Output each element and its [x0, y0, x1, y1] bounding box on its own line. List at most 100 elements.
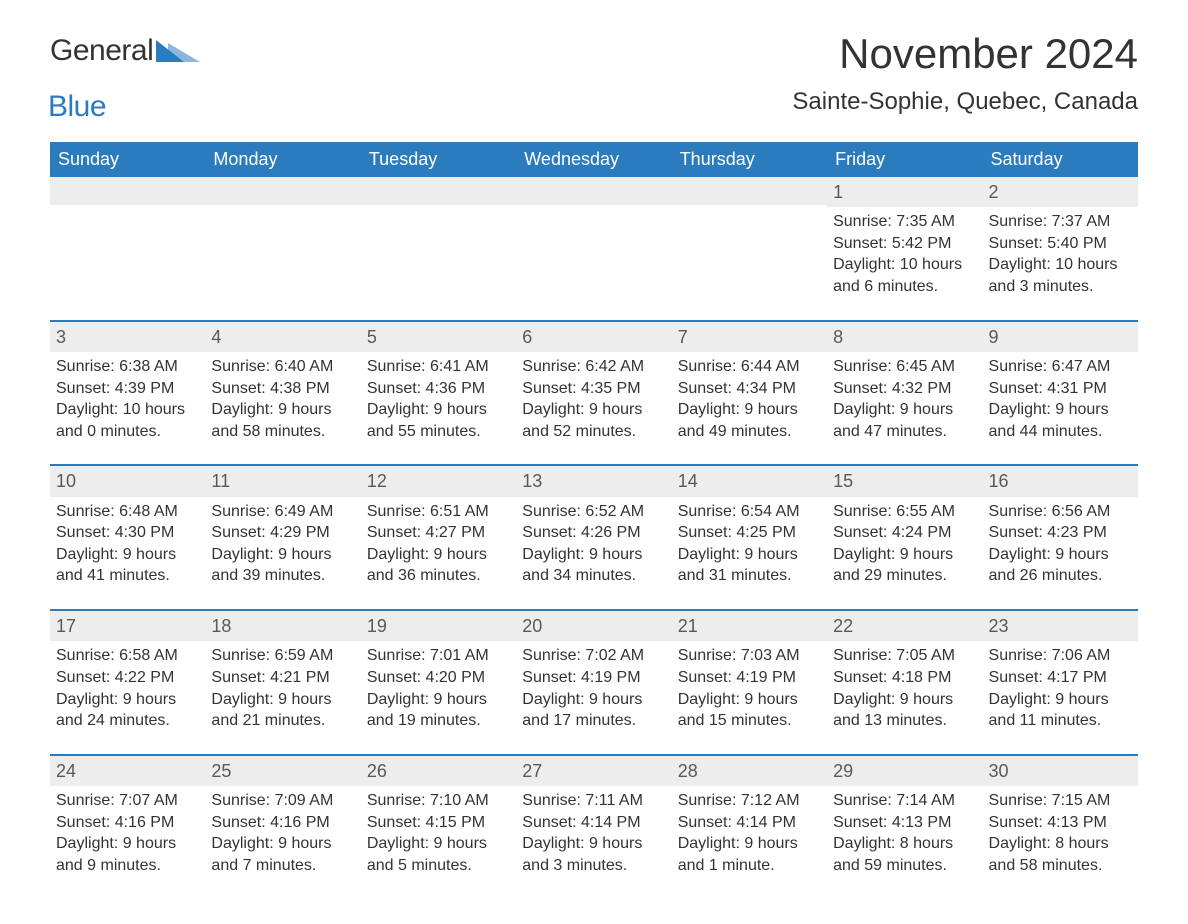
- daylight-line: Daylight: 9 hours: [56, 544, 199, 566]
- sunset-line: Sunset: 4:38 PM: [211, 378, 354, 400]
- page-subtitle: Sainte-Sophie, Quebec, Canada: [792, 88, 1138, 116]
- dow-thursday: Thursday: [672, 142, 827, 177]
- sunrise-line: Sunrise: 7:06 AM: [989, 645, 1132, 667]
- daylight-line: Daylight: 9 hours: [522, 833, 665, 855]
- sunset-line: Sunset: 4:30 PM: [56, 522, 199, 544]
- sunrise-line: Sunrise: 6:44 AM: [678, 356, 821, 378]
- dow-saturday: Saturday: [983, 142, 1138, 177]
- daylight-line: and 24 minutes.: [56, 710, 199, 732]
- daylight-line: Daylight: 10 hours: [989, 254, 1132, 276]
- calendar-day: 22Sunrise: 7:05 AMSunset: 4:18 PMDayligh…: [827, 611, 982, 740]
- day-number: 24: [50, 756, 205, 786]
- daylight-line: and 52 minutes.: [522, 421, 665, 443]
- calendar-day: 7Sunrise: 6:44 AMSunset: 4:34 PMDaylight…: [672, 322, 827, 451]
- day-number: [205, 177, 360, 205]
- calendar-day: [50, 177, 205, 306]
- daylight-line: Daylight: 9 hours: [833, 689, 976, 711]
- day-number: 5: [361, 322, 516, 352]
- daylight-line: and 3 minutes.: [522, 855, 665, 877]
- dow-wednesday: Wednesday: [516, 142, 671, 177]
- calendar-day: 4Sunrise: 6:40 AMSunset: 4:38 PMDaylight…: [205, 322, 360, 451]
- calendar-day: 8Sunrise: 6:45 AMSunset: 4:32 PMDaylight…: [827, 322, 982, 451]
- sunrise-line: Sunrise: 7:15 AM: [989, 790, 1132, 812]
- sunset-line: Sunset: 4:35 PM: [522, 378, 665, 400]
- daylight-line: and 11 minutes.: [989, 710, 1132, 732]
- daylight-line: and 58 minutes.: [989, 855, 1132, 877]
- sunset-line: Sunset: 4:13 PM: [989, 812, 1132, 834]
- daylight-line: and 47 minutes.: [833, 421, 976, 443]
- calendar-day: 11Sunrise: 6:49 AMSunset: 4:29 PMDayligh…: [205, 466, 360, 595]
- calendar-day: [361, 177, 516, 306]
- sunrise-line: Sunrise: 7:09 AM: [211, 790, 354, 812]
- dow-row: Sunday Monday Tuesday Wednesday Thursday…: [50, 142, 1138, 177]
- daylight-line: Daylight: 9 hours: [367, 833, 510, 855]
- sunset-line: Sunset: 4:27 PM: [367, 522, 510, 544]
- day-number: [516, 177, 671, 205]
- day-number: 29: [827, 756, 982, 786]
- daylight-line: and 9 minutes.: [56, 855, 199, 877]
- daylight-line: Daylight: 9 hours: [211, 544, 354, 566]
- sunrise-line: Sunrise: 7:02 AM: [522, 645, 665, 667]
- daylight-line: and 59 minutes.: [833, 855, 976, 877]
- calendar-day: 14Sunrise: 6:54 AMSunset: 4:25 PMDayligh…: [672, 466, 827, 595]
- calendar-day: [516, 177, 671, 306]
- day-number: 27: [516, 756, 671, 786]
- daylight-line: and 26 minutes.: [989, 565, 1132, 587]
- dow-sunday: Sunday: [50, 142, 205, 177]
- sunset-line: Sunset: 5:42 PM: [833, 233, 976, 255]
- dow-tuesday: Tuesday: [361, 142, 516, 177]
- logo-text-blue: Blue: [48, 90, 153, 124]
- daylight-line: and 58 minutes.: [211, 421, 354, 443]
- sunrise-line: Sunrise: 6:55 AM: [833, 501, 976, 523]
- daylight-line: and 17 minutes.: [522, 710, 665, 732]
- calendar-day: 27Sunrise: 7:11 AMSunset: 4:14 PMDayligh…: [516, 756, 671, 885]
- logo-triangle-icon: [156, 40, 200, 64]
- calendar-day: 25Sunrise: 7:09 AMSunset: 4:16 PMDayligh…: [205, 756, 360, 885]
- calendar-day: 19Sunrise: 7:01 AMSunset: 4:20 PMDayligh…: [361, 611, 516, 740]
- calendar-week: 17Sunrise: 6:58 AMSunset: 4:22 PMDayligh…: [50, 609, 1138, 740]
- sunset-line: Sunset: 4:22 PM: [56, 667, 199, 689]
- daylight-line: Daylight: 9 hours: [56, 833, 199, 855]
- calendar-day: 24Sunrise: 7:07 AMSunset: 4:16 PMDayligh…: [50, 756, 205, 885]
- daylight-line: Daylight: 9 hours: [211, 689, 354, 711]
- logo: General Blue: [50, 30, 200, 124]
- calendar-day: [205, 177, 360, 306]
- daylight-line: and 55 minutes.: [367, 421, 510, 443]
- calendar-week: 24Sunrise: 7:07 AMSunset: 4:16 PMDayligh…: [50, 754, 1138, 885]
- calendar-day: 17Sunrise: 6:58 AMSunset: 4:22 PMDayligh…: [50, 611, 205, 740]
- calendar-day: 3Sunrise: 6:38 AMSunset: 4:39 PMDaylight…: [50, 322, 205, 451]
- calendar-day: 6Sunrise: 6:42 AMSunset: 4:35 PMDaylight…: [516, 322, 671, 451]
- calendar-day: 15Sunrise: 6:55 AMSunset: 4:24 PMDayligh…: [827, 466, 982, 595]
- sunrise-line: Sunrise: 7:05 AM: [833, 645, 976, 667]
- sunset-line: Sunset: 4:18 PM: [833, 667, 976, 689]
- sunrise-line: Sunrise: 6:52 AM: [522, 501, 665, 523]
- day-number: 23: [983, 611, 1138, 641]
- calendar-day: 2Sunrise: 7:37 AMSunset: 5:40 PMDaylight…: [983, 177, 1138, 306]
- sunset-line: Sunset: 4:26 PM: [522, 522, 665, 544]
- daylight-line: and 0 minutes.: [56, 421, 199, 443]
- daylight-line: and 1 minute.: [678, 855, 821, 877]
- daylight-line: Daylight: 9 hours: [833, 544, 976, 566]
- sunrise-line: Sunrise: 7:03 AM: [678, 645, 821, 667]
- calendar-day: 29Sunrise: 7:14 AMSunset: 4:13 PMDayligh…: [827, 756, 982, 885]
- sunrise-line: Sunrise: 6:49 AM: [211, 501, 354, 523]
- daylight-line: Daylight: 9 hours: [522, 689, 665, 711]
- daylight-line: Daylight: 9 hours: [367, 689, 510, 711]
- calendar-day: 16Sunrise: 6:56 AMSunset: 4:23 PMDayligh…: [983, 466, 1138, 595]
- day-number: 1: [827, 177, 982, 207]
- calendar-day: 30Sunrise: 7:15 AMSunset: 4:13 PMDayligh…: [983, 756, 1138, 885]
- daylight-line: and 31 minutes.: [678, 565, 821, 587]
- daylight-line: and 49 minutes.: [678, 421, 821, 443]
- daylight-line: and 6 minutes.: [833, 276, 976, 298]
- daylight-line: and 41 minutes.: [56, 565, 199, 587]
- dow-friday: Friday: [827, 142, 982, 177]
- calendar-day: 28Sunrise: 7:12 AMSunset: 4:14 PMDayligh…: [672, 756, 827, 885]
- calendar-day: [672, 177, 827, 306]
- calendar-day: 1Sunrise: 7:35 AMSunset: 5:42 PMDaylight…: [827, 177, 982, 306]
- calendar-day: 20Sunrise: 7:02 AMSunset: 4:19 PMDayligh…: [516, 611, 671, 740]
- sunrise-line: Sunrise: 7:12 AM: [678, 790, 821, 812]
- calendar-day: 18Sunrise: 6:59 AMSunset: 4:21 PMDayligh…: [205, 611, 360, 740]
- daylight-line: Daylight: 10 hours: [56, 399, 199, 421]
- sunset-line: Sunset: 4:24 PM: [833, 522, 976, 544]
- daylight-line: and 36 minutes.: [367, 565, 510, 587]
